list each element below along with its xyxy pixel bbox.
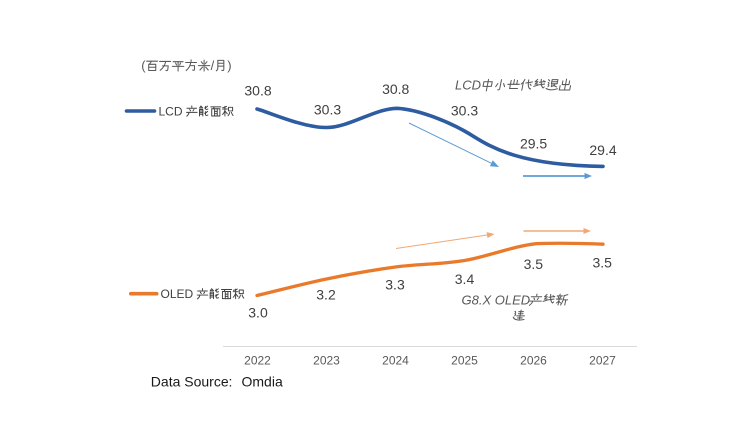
svg-text:3.0: 3.0 [248, 305, 268, 321]
svg-text:Omdia: Omdia [242, 374, 283, 390]
svg-text:2025: 2025 [451, 354, 478, 368]
svg-text:Data Source: Data Source [151, 374, 229, 390]
svg-text:G8.X OLED: G8.X OLED [462, 293, 531, 308]
svg-text:LCD: LCD [455, 78, 481, 93]
svg-text:2022: 2022 [244, 354, 271, 368]
svg-text:3.2: 3.2 [316, 287, 336, 303]
svg-text:2027: 2027 [589, 354, 616, 368]
svg-text::: : [229, 374, 233, 390]
svg-text:3.3: 3.3 [385, 277, 405, 293]
svg-text:30.3: 30.3 [451, 103, 478, 119]
svg-text:2023: 2023 [313, 354, 340, 368]
svg-text:/: / [211, 58, 215, 73]
svg-text:2024: 2024 [382, 354, 409, 368]
svg-text:OLED: OLED [161, 287, 194, 301]
svg-text:LCD: LCD [159, 105, 183, 119]
svg-text:30.3: 30.3 [314, 102, 341, 118]
svg-text:29.5: 29.5 [520, 136, 547, 152]
svg-text:): ) [227, 58, 231, 73]
svg-text:3.4: 3.4 [455, 271, 475, 287]
svg-text:3.5: 3.5 [524, 256, 544, 272]
svg-text:29.4: 29.4 [589, 142, 616, 158]
svg-text:(: ( [141, 58, 146, 73]
svg-text:2026: 2026 [520, 354, 547, 368]
svg-text:30.8: 30.8 [244, 83, 271, 99]
svg-text:3.5: 3.5 [592, 255, 612, 271]
svg-text:30.8: 30.8 [382, 81, 409, 97]
